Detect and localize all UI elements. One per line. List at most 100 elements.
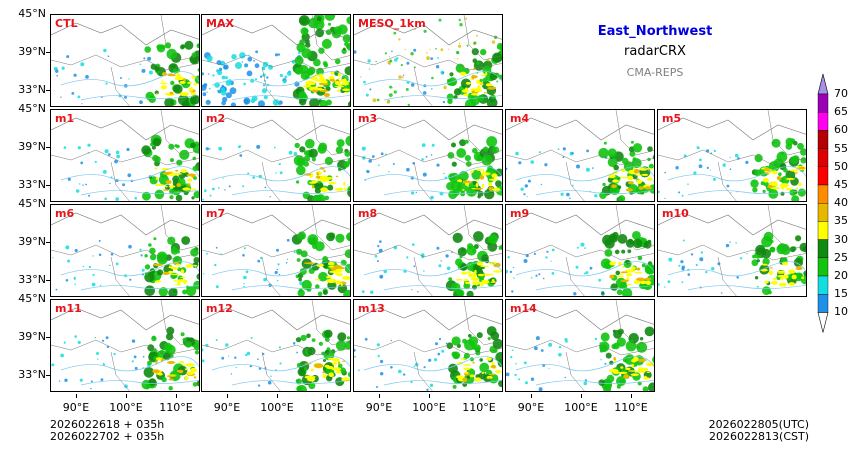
map-panel-m4: m4 bbox=[505, 109, 655, 202]
x-tick-label: 90°E bbox=[517, 401, 545, 414]
y-tick-mark bbox=[46, 242, 50, 243]
panel-label: m8 bbox=[358, 207, 378, 220]
y-tick-label: 33°N bbox=[18, 368, 46, 381]
panel-label: CTL bbox=[55, 17, 78, 30]
x-tick-mark bbox=[227, 394, 228, 398]
panel-label: m10 bbox=[662, 207, 689, 220]
radar-echo-map bbox=[354, 300, 502, 391]
colorbar-extend-min bbox=[817, 312, 829, 333]
panel-label: m11 bbox=[55, 302, 82, 315]
y-tick-label-top: 45°N bbox=[18, 102, 46, 115]
init-time-utc: 2026022618 + 035h bbox=[50, 418, 165, 431]
colorbar-segment bbox=[817, 93, 829, 113]
radar-echo-map bbox=[202, 205, 350, 296]
x-tick-label: 90°E bbox=[213, 401, 241, 414]
radar-echo-map bbox=[202, 15, 350, 106]
map-panel-m12: m12 bbox=[201, 299, 351, 392]
y-tick-mark bbox=[46, 375, 50, 376]
radar-echo-map bbox=[51, 110, 199, 201]
x-tick-label: 100°E bbox=[260, 401, 294, 414]
colorbar-level-label: 50 bbox=[834, 159, 848, 173]
x-tick-label: 100°E bbox=[412, 401, 446, 414]
colorbar-level-label: 60 bbox=[834, 123, 848, 137]
colorbar-level-label: 10 bbox=[834, 305, 848, 319]
colorbar-level-label: 40 bbox=[834, 196, 848, 210]
map-panel-m6: m6 bbox=[50, 204, 200, 297]
colorbar-level-label: 45 bbox=[834, 178, 848, 191]
colorbar-level-label: 25 bbox=[834, 250, 848, 264]
y-tick-label-top: 45°N bbox=[18, 197, 46, 210]
colorbar-level-label: 65 bbox=[834, 105, 848, 119]
y-tick-mark bbox=[46, 147, 50, 148]
map-panel-m13: m13 bbox=[353, 299, 503, 392]
colorbar-segment bbox=[817, 275, 829, 295]
system-title: CMA-REPS bbox=[626, 66, 684, 79]
x-tick-label: 100°E bbox=[564, 401, 598, 414]
map-panel-m5: m5 bbox=[657, 109, 807, 202]
map-panel-meso-1km: MESO_1km bbox=[353, 14, 503, 107]
x-tick-label: 90°E bbox=[365, 401, 393, 414]
y-tick-label-top: 45°N bbox=[18, 292, 46, 305]
y-tick-label: 33°N bbox=[18, 273, 46, 286]
y-tick-mark bbox=[46, 280, 50, 281]
colorbar-segment bbox=[817, 257, 829, 277]
panel-label: m3 bbox=[358, 112, 378, 125]
map-panel-m9: m9 bbox=[505, 204, 655, 297]
x-tick-mark bbox=[76, 394, 77, 398]
colorbar-extend-max bbox=[817, 73, 829, 95]
x-tick-mark bbox=[126, 394, 127, 398]
map-panel-m14: m14 bbox=[505, 299, 655, 392]
valid-time-block: 2026022805(UTC) 2026022813(CST) bbox=[697, 419, 809, 443]
radar-echo-map bbox=[506, 300, 654, 391]
x-tick-mark bbox=[531, 394, 532, 398]
y-tick-label-top: 45°N bbox=[18, 7, 46, 20]
x-tick-mark bbox=[176, 394, 177, 398]
colorbar-segment bbox=[817, 293, 829, 313]
x-tick-mark bbox=[277, 394, 278, 398]
x-tick-label: 110°E bbox=[614, 401, 648, 414]
map-panel-ctl: CTL bbox=[50, 14, 200, 107]
map-panel-m11: m11 bbox=[50, 299, 200, 392]
panel-label: m5 bbox=[662, 112, 682, 125]
init-time-block: 2026022618 + 035h 2026022702 + 035h bbox=[50, 419, 164, 443]
x-tick-label: 110°E bbox=[159, 401, 193, 414]
panel-label: m4 bbox=[510, 112, 530, 125]
x-tick-mark bbox=[429, 394, 430, 398]
radar-echo-map bbox=[202, 110, 350, 201]
colorbar-level-label: 70 bbox=[834, 87, 848, 100]
colorbar-level-label: 35 bbox=[834, 214, 848, 228]
x-tick-label: 110°E bbox=[462, 401, 496, 414]
panel-label: m12 bbox=[206, 302, 233, 315]
radar-echo-map bbox=[51, 300, 199, 391]
radar-echo-map bbox=[202, 300, 350, 391]
colorbar-segment bbox=[817, 148, 829, 167]
variable-title: radarCRX bbox=[624, 44, 686, 59]
y-tick-mark bbox=[46, 52, 50, 53]
colorbar-level-label: 30 bbox=[834, 232, 848, 246]
panel-label: m14 bbox=[510, 302, 537, 315]
x-tick-label: 90°E bbox=[62, 401, 90, 414]
panel-label: m6 bbox=[55, 207, 75, 220]
y-tick-mark bbox=[46, 90, 50, 91]
x-tick-label: 110°E bbox=[310, 401, 344, 414]
y-tick-label: 39°N bbox=[18, 45, 46, 58]
colorbar-segment bbox=[817, 166, 829, 186]
map-panel-m1: m1 bbox=[50, 109, 200, 202]
valid-time-utc: 2026022805(UTC) bbox=[708, 418, 809, 431]
colorbar-level-label: 15 bbox=[834, 287, 848, 301]
radar-echo-map bbox=[354, 205, 502, 296]
colorbar-segment bbox=[817, 112, 829, 131]
panel-label: m13 bbox=[358, 302, 385, 315]
y-tick-label: 33°N bbox=[18, 178, 46, 191]
valid-time-cst: 2026022813(CST) bbox=[709, 430, 809, 443]
y-tick-label: 39°N bbox=[18, 235, 46, 248]
panel-label: m2 bbox=[206, 112, 226, 125]
map-panel-m2: m2 bbox=[201, 109, 351, 202]
map-panel-max: MAX bbox=[201, 14, 351, 107]
panel-label: m9 bbox=[510, 207, 530, 220]
colorbar bbox=[817, 73, 829, 333]
map-panel-m8: m8 bbox=[353, 204, 503, 297]
radar-echo-map bbox=[354, 15, 502, 106]
x-tick-mark bbox=[327, 394, 328, 398]
x-tick-mark bbox=[631, 394, 632, 398]
